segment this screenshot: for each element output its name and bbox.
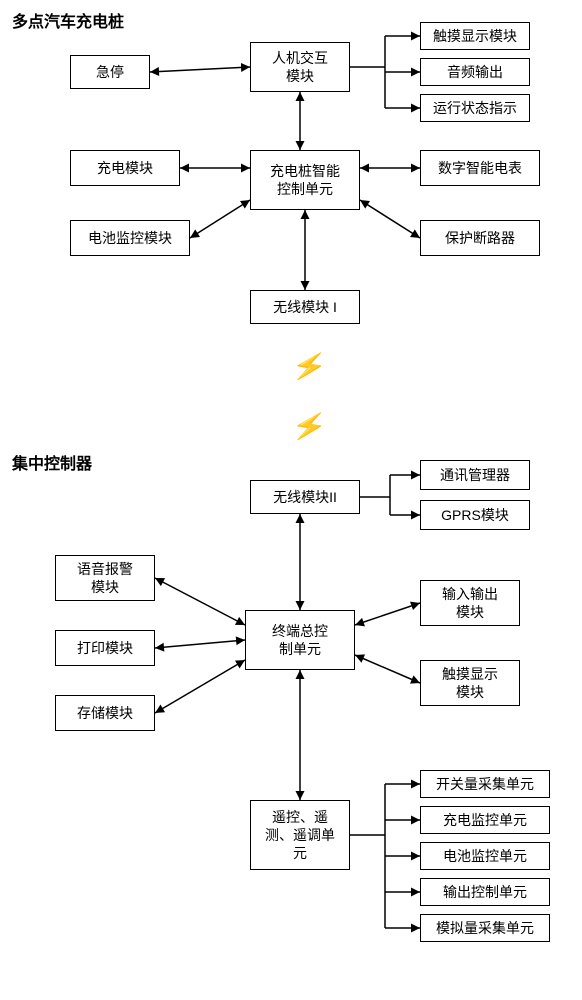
- wireless-link-icon: ⚡: [289, 347, 329, 386]
- section-title-bottom: 集中控制器: [12, 450, 92, 474]
- node-smart-meter: 数字智能电表: [420, 150, 540, 186]
- node-batt-mon2: 电池监控单元: [420, 842, 550, 870]
- label: 遥控、遥测、遥调单元: [265, 808, 335, 863]
- node-breaker: 保护断路器: [420, 220, 540, 256]
- label: 开关量采集单元: [436, 775, 534, 793]
- label: 存储模块: [77, 704, 133, 722]
- label: 触摸显示模块: [442, 665, 498, 701]
- label: 模拟量采集单元: [436, 919, 534, 937]
- node-analog-acq: 模拟量采集单元: [420, 914, 550, 942]
- label: 语音报警模块: [77, 560, 133, 596]
- label: 无线模块II: [273, 488, 337, 506]
- node-io-mod: 输入输出模块: [420, 580, 520, 626]
- node-comm-mgr: 通讯管理器: [420, 460, 530, 490]
- label: 充电桩智能控制单元: [270, 162, 340, 198]
- label: 输出控制单元: [443, 883, 527, 901]
- node-hmi: 人机交互模块: [250, 42, 350, 92]
- node-out-ctrl: 输出控制单元: [420, 878, 550, 906]
- node-audio: 音频输出: [420, 58, 530, 86]
- label: 急停: [96, 63, 124, 81]
- label: 电池监控模块: [88, 229, 172, 247]
- label: 保护断路器: [445, 229, 515, 247]
- label: 数字智能电表: [438, 159, 522, 177]
- node-switch-acq: 开关量采集单元: [420, 770, 550, 798]
- label: 通讯管理器: [440, 466, 510, 484]
- node-wireless1: 无线模块 I: [250, 290, 360, 324]
- label: 音频输出: [447, 63, 503, 81]
- label: 输入输出模块: [442, 585, 498, 621]
- node-batt-mon: 电池监控模块: [70, 220, 190, 256]
- node-ctrl-unit: 充电桩智能控制单元: [250, 150, 360, 210]
- label: 充电模块: [97, 159, 153, 177]
- node-run-status: 运行状态指示: [420, 94, 530, 122]
- label: 无线模块 I: [273, 298, 337, 316]
- wireless-link-icon: ⚡: [289, 407, 329, 446]
- node-touch-mod2: 触摸显示模块: [420, 660, 520, 706]
- node-wireless2: 无线模块II: [250, 480, 360, 514]
- label: 终端总控制单元: [272, 622, 328, 658]
- node-remote-unit: 遥控、遥测、遥调单元: [250, 800, 350, 870]
- label: 充电监控单元: [443, 811, 527, 829]
- node-estop: 急停: [70, 55, 150, 89]
- node-touch-disp: 触摸显示模块: [420, 22, 530, 50]
- section-title-top: 多点汽车充电桩: [12, 8, 124, 32]
- node-term-ctrl: 终端总控制单元: [245, 610, 355, 670]
- node-gprs: GPRS模块: [420, 500, 530, 530]
- label: 打印模块: [77, 639, 133, 657]
- node-print-mod: 打印模块: [55, 630, 155, 666]
- label: 电池监控单元: [443, 847, 527, 865]
- node-voice-alarm: 语音报警模块: [55, 555, 155, 601]
- label: 运行状态指示: [433, 99, 517, 117]
- node-store-mod: 存储模块: [55, 695, 155, 731]
- node-charge-mon: 充电监控单元: [420, 806, 550, 834]
- label: 人机交互模块: [272, 49, 328, 85]
- label: GPRS模块: [441, 506, 509, 524]
- label: 触摸显示模块: [433, 27, 517, 45]
- node-charge-mod: 充电模块: [70, 150, 180, 186]
